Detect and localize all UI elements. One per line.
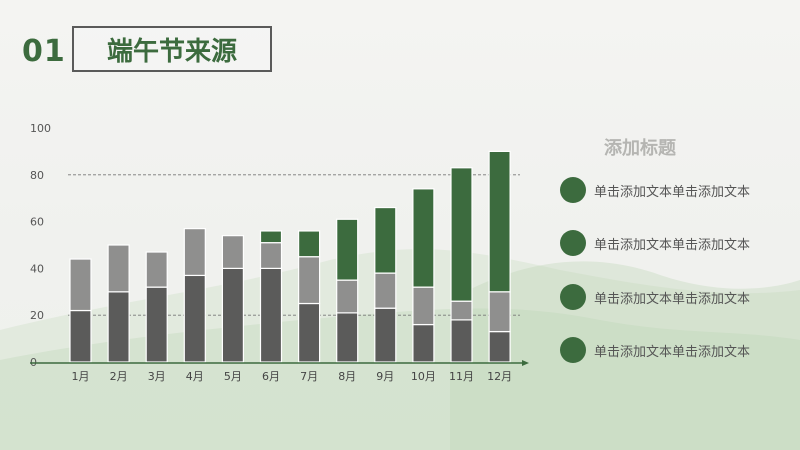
x-tick-label: 11月 [449,370,474,383]
x-tick-label: 9月 [376,370,394,383]
bar-segment [450,319,473,363]
legend-dot-icon [560,284,586,310]
bar-segment [412,286,435,326]
legend-item: 单击添加文本单击添加文本 [560,284,750,310]
legend-item-text: 单击添加文本单击添加文本 [594,237,751,253]
legend-title: 添加标题 [604,138,676,159]
bar-segment [488,291,511,333]
legend-item: 单击添加文本单击添加文本 [560,177,750,203]
x-tick-label: 1月 [72,370,90,383]
bar-segment [298,230,321,258]
bar-segment [412,323,435,363]
legend-item-text: 单击添加文本单击添加文本 [594,291,751,307]
bar-segment [69,258,92,312]
bar-segment [183,274,206,363]
bar-segment [183,228,206,277]
bar-segment [488,330,511,363]
x-tick-label: 8月 [338,370,356,383]
page-title: 端午节来源 [72,26,272,72]
bar-segment [221,235,244,269]
x-tick-label: 4月 [186,370,204,383]
x-tick-label: 6月 [262,370,280,383]
x-tick-label: 12月 [487,370,512,383]
bar-segment [107,244,130,293]
x-tick-label: 5月 [224,370,242,383]
bar-segment [259,230,283,244]
bar-segment [259,242,283,270]
bar-segment [336,279,359,314]
y-tick-label: 100 [30,122,51,135]
legend-dot-icon [560,230,586,256]
bar-segment [488,150,511,293]
section-number: 01 [22,34,66,69]
x-tick-label: 10月 [411,370,436,383]
y-tick-label: 60 [30,216,44,229]
legend-item: 单击添加文本单击添加文本 [560,337,750,363]
y-tick-label: 40 [30,262,44,275]
bar-segment [107,291,130,363]
y-tick-label: 20 [30,309,44,322]
bar-segment [450,300,473,321]
x-tick-label: 2月 [110,370,128,383]
bar-segment [298,256,321,305]
bar-segment [221,267,244,363]
legend-dot-icon [560,177,586,203]
legend-item-text: 单击添加文本单击添加文本 [594,344,751,360]
bar-segment [69,309,92,363]
bar-segment [336,312,359,363]
bar-segment [374,307,397,363]
bar-segment [374,206,397,274]
x-tick-label: 3月 [148,370,166,383]
bar-segment [336,218,359,281]
legend-dot-icon [560,337,586,363]
bar-segment [374,272,397,309]
y-tick-label: 80 [30,169,44,182]
bar-segment [298,302,321,363]
legend-item: 单击添加文本单击添加文本 [560,230,750,256]
bar-segment [259,267,283,363]
legend-item-text: 单击添加文本单击添加文本 [594,184,751,200]
bar-segment [145,251,168,288]
bar-segment [412,188,435,288]
bar-segment [450,167,473,302]
bar-segment [145,286,168,363]
x-tick-label: 7月 [300,370,318,383]
x-axis-arrow-icon [522,360,529,366]
